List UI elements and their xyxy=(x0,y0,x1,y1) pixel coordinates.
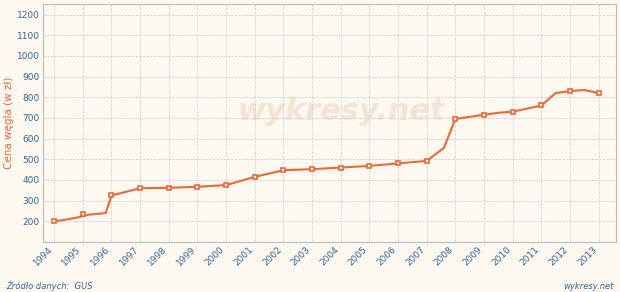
Text: wykresy.net: wykresy.net xyxy=(564,281,614,291)
Text: wykresy.net: wykresy.net xyxy=(237,97,445,126)
Y-axis label: Cena węgla (w zł): Cena węgla (w zł) xyxy=(4,77,14,169)
Text: Źródło danych:  GUS: Źródło danych: GUS xyxy=(6,280,93,291)
